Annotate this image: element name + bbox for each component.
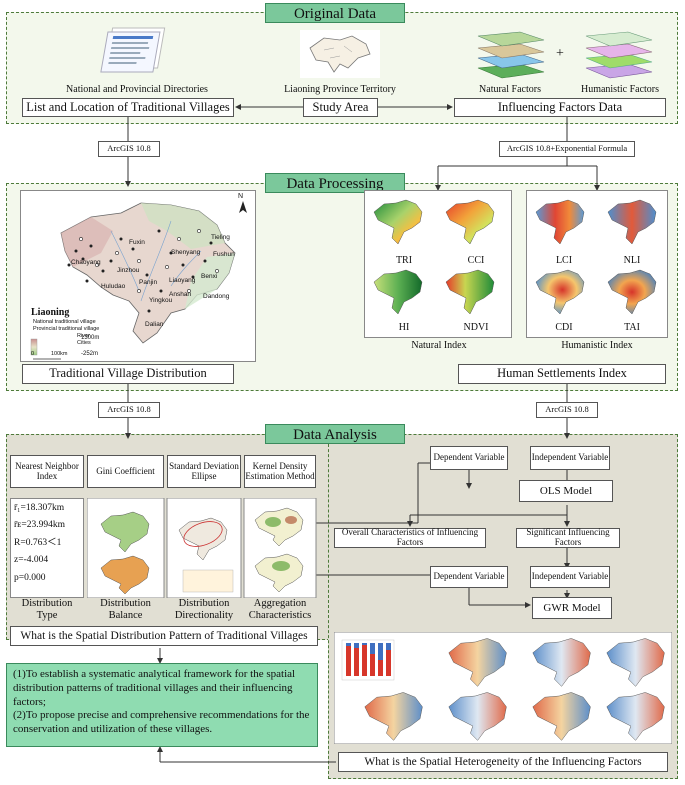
humanistic-index-caption: Humanistic Index (561, 340, 633, 351)
index-label-hi: HI (398, 322, 410, 333)
stat-r2: r̄ᴇ=23.994km (14, 520, 66, 531)
villages-list-box: List and Location of Traditional Village… (22, 98, 234, 117)
title-original-data: Original Data (265, 3, 405, 23)
index-label-lci: LCI (555, 255, 573, 266)
north-arrow-icon: N (238, 193, 244, 200)
scale-zero: 0 (31, 351, 35, 357)
city-label: Liaoyang (169, 277, 196, 284)
settlements-box: Human Settlements Index (458, 364, 666, 384)
index-label-tai: TAI (624, 322, 640, 333)
independent-variable-box: Independent Variable (530, 446, 610, 470)
goal-1: (1)To establish a systematic analytical … (13, 668, 296, 708)
city-label: Huludao (101, 283, 126, 290)
analysis-maps (87, 498, 317, 598)
village-distribution-map: Tieling Fuxin Shenyang Fushun Chaoyang J… (20, 190, 256, 362)
dependent-variable-box-2: Dependent Variable (430, 566, 508, 588)
map-province-label: Liaoning (31, 307, 70, 318)
city-label: Shenyang (171, 249, 201, 256)
method-nearest-neighbor: Nearest Neighbor Index (10, 455, 84, 488)
legend-provincial: Provincial traditional village (33, 325, 100, 332)
scale-label: 100km (51, 351, 68, 357)
gwr-model-box: GWR Model (532, 597, 612, 619)
city-label: Fushun (213, 251, 235, 258)
arcgis-exp-label: ArcGIS 10.8+Exponential Formula (499, 141, 635, 157)
city-label: Jinzhou (117, 267, 140, 274)
stat-p: p=0.000 (14, 572, 46, 583)
liaoning-map-svg (30, 201, 247, 360)
arcgis-label-3: ArcGIS 10.8 (536, 402, 598, 418)
city-label: Fuxin (129, 239, 145, 246)
question-heterogeneity: What is the Spatial Heterogeneity of the… (338, 752, 668, 772)
result-distribution-directionality: Distribution Directionality (174, 598, 234, 622)
method-gini: Gini Coefficient (87, 455, 164, 488)
legend-cities: Cities (77, 339, 91, 346)
city-label: Chaoyang (71, 259, 101, 266)
city-label: Yingkou (149, 297, 173, 304)
title-data-analysis: Data Analysis (265, 424, 405, 444)
city-label: Benxi (201, 273, 218, 280)
city-label: Dandong (203, 293, 230, 300)
dependent-variable-box: Dependent Variable (430, 446, 508, 470)
thumb-label-territory: Liaoning Province Territory (284, 84, 396, 95)
result-distribution-balance: Distribution Balance (100, 598, 151, 622)
legend-national: National traditional village (33, 319, 96, 325)
index-label-cci: CCI (467, 255, 485, 266)
index-label-nli: NLI (623, 255, 641, 266)
result-distribution-type: Distribution Type (21, 598, 73, 622)
distribution-box: Traditional Village Distribution (22, 364, 234, 384)
study-area-box: Study Area (303, 98, 378, 117)
overall-characteristics-box: Overall Characteristics of Influencing F… (334, 527, 486, 548)
question-spatial-pattern: What is the Spatial Distribution Pattern… (10, 626, 318, 646)
territory-thumbnail (300, 30, 380, 78)
natural-index-caption: Natural Index (411, 340, 467, 351)
city-label: Panjin (139, 279, 158, 286)
directories-thumbnail (100, 27, 166, 73)
plus-icon: + (556, 46, 564, 61)
method-kde: Kernel Density Estimation Method (244, 455, 316, 488)
influencing-factors-box: Influencing Factors Data (454, 98, 666, 117)
goal-2: (2)To propose precise and comprehensive … (13, 709, 310, 735)
title-data-processing: Data Processing (265, 173, 405, 193)
humanistic-factors-thumbnail (585, 31, 653, 79)
map-legend: National traditional village Provincial … (33, 319, 99, 347)
stat-r1: r̄₁=18.307km (14, 503, 65, 513)
arcgis-label-2: ArcGIS 10.8 (98, 402, 160, 418)
stat-z: z=-4.004 (14, 555, 49, 566)
arcgis-label-1: ArcGIS 10.8 (98, 141, 160, 157)
elev-high-label: 1300m (81, 335, 100, 341)
index-label-cdi: CDI (555, 322, 573, 333)
index-label-tri: TRI (395, 255, 413, 266)
gwr-results-maps (334, 632, 672, 744)
nni-stats-panel: r̄₁=18.307km r̄ᴇ=23.994km R=0.763＜1 z=-4… (10, 498, 84, 598)
city-label: Tieling (211, 234, 230, 241)
thumb-label-directories: National and Provincial Directories (66, 84, 208, 95)
natural-factors-thumbnail (477, 31, 545, 79)
city-label: Anshan (169, 291, 192, 298)
legend-river: River (77, 332, 90, 339)
city-label: Dalian (145, 321, 164, 328)
elev-low-label: -252m (81, 351, 99, 357)
thumb-label-humanistic: Humanistic Factors (580, 84, 660, 95)
stat-r: R=0.763＜1 (14, 537, 62, 548)
significant-factors-box: Significant Influencing Factors (516, 527, 620, 548)
ols-model-box: OLS Model (519, 480, 613, 502)
result-aggregation-characteristics: Aggregation Characteristics (248, 598, 312, 622)
method-sde: Standard Deviation Ellipse (167, 455, 241, 488)
index-label-ndvi: NDVI (463, 322, 489, 333)
independent-variable-box-2: Independent Variable (530, 566, 610, 588)
thumb-label-natural: Natural Factors (479, 84, 541, 95)
research-goals-box: (1)To establish a systematic analytical … (6, 663, 318, 747)
